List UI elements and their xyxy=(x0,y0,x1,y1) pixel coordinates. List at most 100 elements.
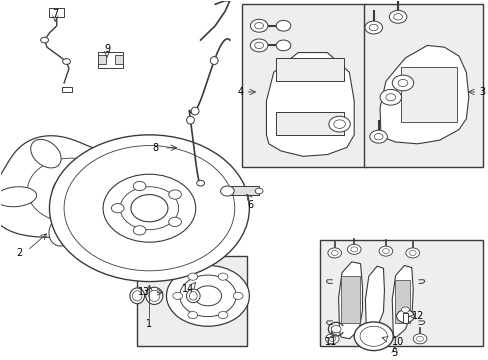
Ellipse shape xyxy=(100,157,138,180)
Circle shape xyxy=(172,292,182,300)
Polygon shape xyxy=(391,265,412,337)
Ellipse shape xyxy=(132,291,142,301)
Circle shape xyxy=(325,334,338,344)
Circle shape xyxy=(327,248,341,258)
Circle shape xyxy=(49,135,249,282)
Ellipse shape xyxy=(186,116,194,124)
Polygon shape xyxy=(266,53,353,156)
Ellipse shape xyxy=(186,289,200,303)
Bar xyxy=(227,186,259,195)
Circle shape xyxy=(218,311,227,319)
Circle shape xyxy=(62,59,70,64)
Circle shape xyxy=(391,75,413,91)
Bar xyxy=(98,52,122,68)
Circle shape xyxy=(388,10,406,23)
Circle shape xyxy=(218,273,227,280)
Text: 5: 5 xyxy=(391,348,397,358)
Circle shape xyxy=(103,174,195,242)
Circle shape xyxy=(379,89,401,105)
Text: 4: 4 xyxy=(237,87,243,97)
Ellipse shape xyxy=(100,201,138,224)
Circle shape xyxy=(53,177,90,204)
Circle shape xyxy=(328,336,335,341)
Text: 12: 12 xyxy=(411,311,424,321)
Bar xyxy=(49,8,64,17)
Ellipse shape xyxy=(148,290,160,301)
Circle shape xyxy=(166,265,249,326)
Circle shape xyxy=(328,116,349,132)
Text: 8: 8 xyxy=(152,143,159,153)
Text: 9: 9 xyxy=(104,44,110,54)
Bar xyxy=(137,256,246,346)
Circle shape xyxy=(368,24,377,31)
Circle shape xyxy=(359,326,386,346)
Circle shape xyxy=(168,217,181,226)
Circle shape xyxy=(408,251,415,256)
Circle shape xyxy=(276,21,290,31)
Circle shape xyxy=(405,248,419,258)
Bar xyxy=(61,86,72,92)
Polygon shape xyxy=(379,45,468,144)
Circle shape xyxy=(120,187,178,230)
Ellipse shape xyxy=(31,139,61,168)
Text: 1: 1 xyxy=(146,319,152,329)
Polygon shape xyxy=(0,136,161,237)
Circle shape xyxy=(382,249,388,254)
Text: 13: 13 xyxy=(138,287,150,297)
Circle shape xyxy=(330,251,337,256)
Circle shape xyxy=(412,334,426,344)
Ellipse shape xyxy=(210,57,218,64)
Circle shape xyxy=(133,181,145,191)
Circle shape xyxy=(416,336,423,341)
Polygon shape xyxy=(365,266,384,338)
Text: 11: 11 xyxy=(325,337,337,347)
Ellipse shape xyxy=(0,187,37,207)
Circle shape xyxy=(364,21,382,34)
Circle shape xyxy=(179,275,236,316)
Ellipse shape xyxy=(49,216,76,246)
Circle shape xyxy=(41,37,48,43)
Text: 2: 2 xyxy=(16,248,22,258)
Circle shape xyxy=(194,286,221,306)
Circle shape xyxy=(250,39,267,52)
Circle shape xyxy=(220,186,234,196)
Circle shape xyxy=(233,292,243,300)
Circle shape xyxy=(378,246,392,256)
Circle shape xyxy=(393,14,402,20)
Text: 10: 10 xyxy=(391,337,404,347)
Circle shape xyxy=(168,190,181,199)
Circle shape xyxy=(346,244,360,255)
Text: 14: 14 xyxy=(182,284,194,294)
Bar xyxy=(276,112,344,135)
Text: 7: 7 xyxy=(52,9,58,19)
Circle shape xyxy=(250,19,267,32)
Circle shape xyxy=(373,134,382,140)
Ellipse shape xyxy=(191,107,199,115)
Circle shape xyxy=(254,42,263,49)
Bar xyxy=(363,4,483,167)
Bar xyxy=(115,55,122,64)
Circle shape xyxy=(187,273,197,280)
Circle shape xyxy=(397,80,407,86)
Circle shape xyxy=(369,130,386,143)
Polygon shape xyxy=(338,262,362,339)
Circle shape xyxy=(353,322,392,351)
Ellipse shape xyxy=(189,292,197,300)
Circle shape xyxy=(333,120,345,129)
Circle shape xyxy=(64,145,234,271)
Ellipse shape xyxy=(145,287,163,305)
Bar xyxy=(402,313,407,323)
Text: 3: 3 xyxy=(478,87,484,97)
Circle shape xyxy=(401,307,408,313)
Bar xyxy=(276,58,344,81)
Circle shape xyxy=(350,247,357,252)
Circle shape xyxy=(396,310,413,323)
Circle shape xyxy=(187,311,197,319)
Bar xyxy=(340,276,359,323)
Circle shape xyxy=(385,94,395,101)
Bar xyxy=(400,67,456,122)
Bar xyxy=(98,55,105,64)
Text: 6: 6 xyxy=(247,200,253,210)
Circle shape xyxy=(196,180,204,186)
Circle shape xyxy=(111,203,124,213)
